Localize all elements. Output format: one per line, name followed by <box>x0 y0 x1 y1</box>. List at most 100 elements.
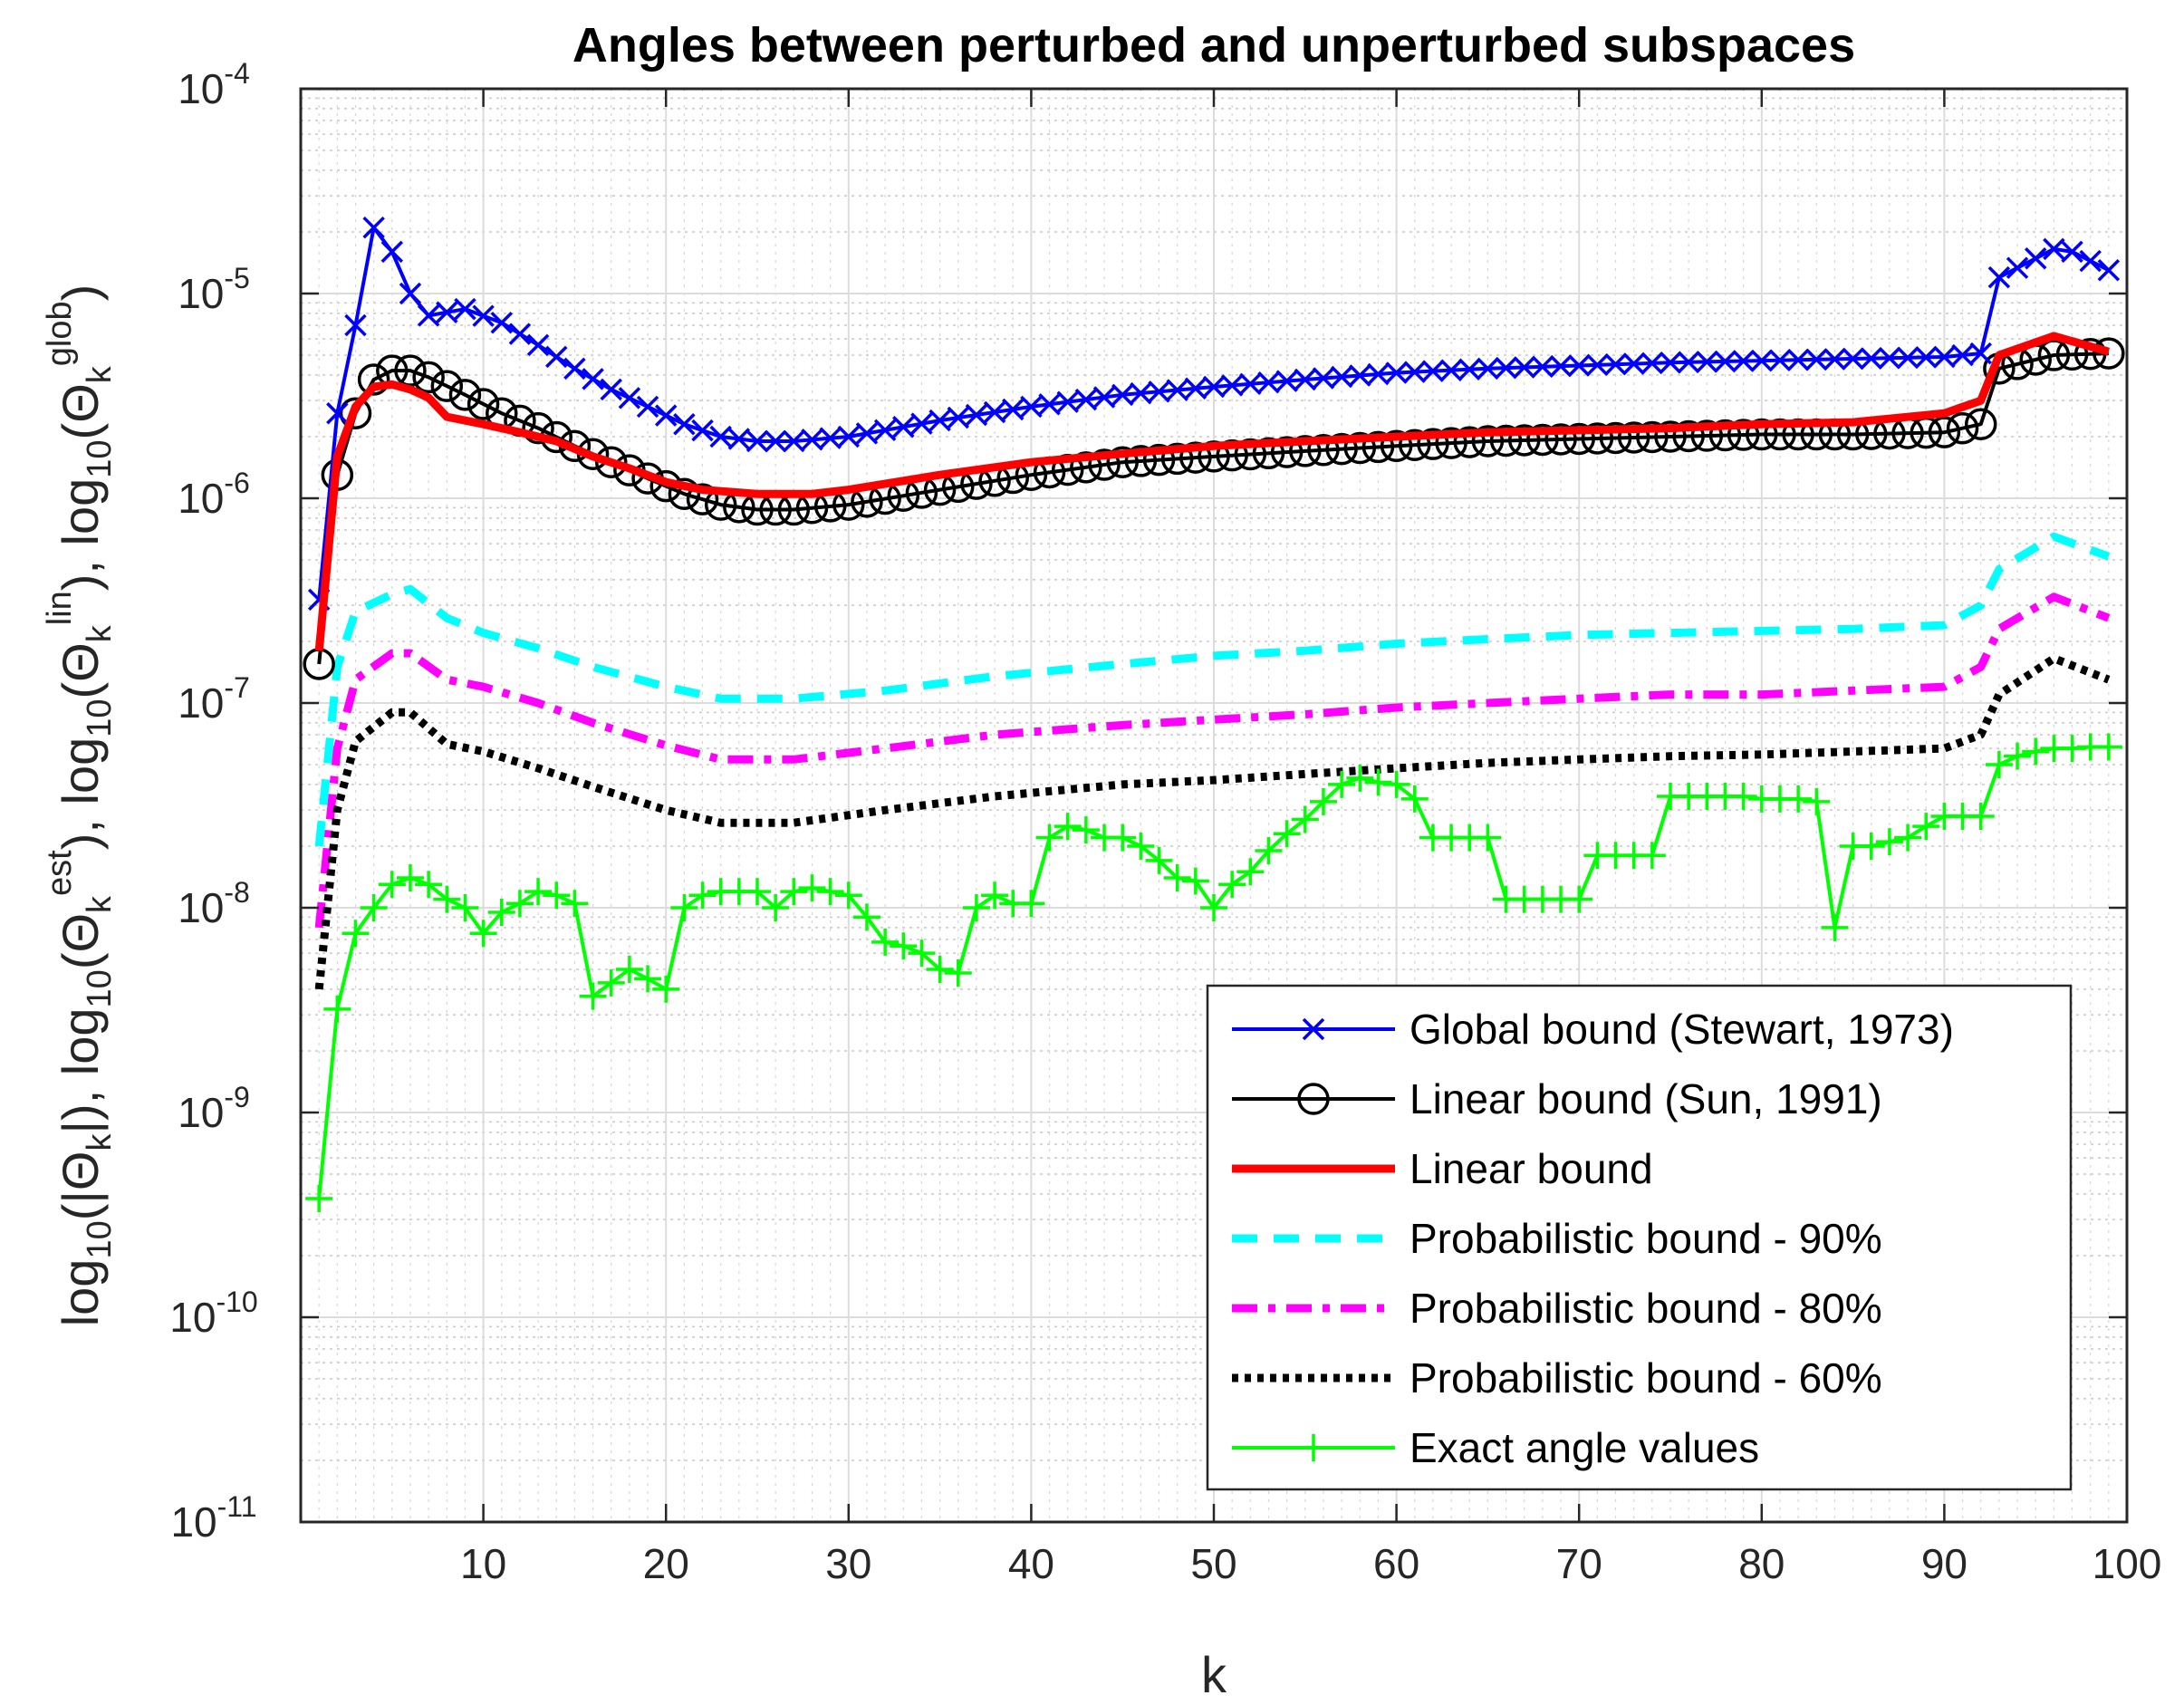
data-point <box>1696 351 1718 373</box>
data-point <box>487 899 515 927</box>
data-point <box>983 400 1006 424</box>
data-point <box>1495 356 1517 380</box>
y-tick-label: 10-4 <box>178 57 250 112</box>
series-line <box>317 352 2109 665</box>
data-point <box>362 216 385 239</box>
data-point <box>412 361 445 394</box>
series-line <box>314 332 2111 651</box>
data-point <box>890 932 918 960</box>
legend-entry: Global bound (Stewart, 1973) <box>1232 1006 1954 1053</box>
legend-label: Probabilistic bound - 60% <box>1409 1354 1882 1402</box>
data-point <box>615 956 643 984</box>
data-point <box>1729 783 1757 811</box>
data-point <box>1163 863 1191 891</box>
data-point <box>634 965 662 993</box>
data-point <box>563 357 586 380</box>
series-global-bound-stewart-1973- <box>307 216 2121 612</box>
chart-title: Angles between perturbed and unperturbed… <box>572 18 1855 72</box>
data-point <box>1586 353 1609 377</box>
data-point <box>1239 372 1262 396</box>
data-point <box>1035 824 1063 852</box>
series-linear-bound <box>314 332 2111 651</box>
data-point <box>1054 813 1082 841</box>
data-point <box>597 968 625 997</box>
data-point <box>1805 348 1828 371</box>
data-point <box>1732 350 1755 372</box>
data-point <box>1325 432 1358 466</box>
data-point <box>1786 349 1810 371</box>
data-point <box>1567 354 1591 377</box>
data-point <box>746 429 769 453</box>
data-point <box>448 379 482 411</box>
data-point <box>1252 437 1285 470</box>
data-point <box>1821 913 1849 941</box>
legend-label: Linear bound (Sun, 1991) <box>1409 1075 1882 1122</box>
y-tick-label: 10-10 <box>169 1286 257 1341</box>
legend-label: Linear bound <box>1409 1145 1653 1192</box>
data-point <box>1142 443 1176 477</box>
y-tick-label: 10-7 <box>178 671 250 727</box>
data-point <box>1220 374 1244 397</box>
data-point <box>1803 787 1831 815</box>
data-point <box>1946 411 1979 445</box>
data-point <box>524 878 553 906</box>
data-point <box>981 881 1009 910</box>
data-point <box>505 890 534 918</box>
legend-label: Probabilistic bound - 90% <box>1409 1215 1882 1262</box>
data-point <box>579 982 607 1010</box>
legend-marker <box>1302 1017 1325 1041</box>
data-point <box>1130 381 1152 405</box>
data-point <box>852 903 880 931</box>
data-point <box>1599 421 1632 455</box>
data-point <box>1216 438 1248 472</box>
data-point <box>965 403 988 427</box>
data-point <box>762 894 790 921</box>
data-point <box>1985 751 2013 779</box>
data-point <box>1270 436 1304 468</box>
data-point <box>396 863 424 891</box>
data-point <box>1896 346 1919 370</box>
data-point <box>2004 742 2032 770</box>
x-tick-label: 100 <box>2093 1540 2162 1587</box>
x-axis-label: k <box>1201 1646 1227 1703</box>
series-line <box>314 654 2111 990</box>
data-point <box>472 304 495 327</box>
data-point <box>430 370 464 402</box>
data-point <box>1933 345 1956 369</box>
data-point <box>600 378 622 401</box>
data-point <box>1421 360 1445 382</box>
data-point <box>892 415 915 438</box>
data-point <box>636 395 659 419</box>
data-point <box>1604 352 1627 376</box>
data-point <box>1750 349 1774 372</box>
y-axis-label: log10(|Θk|), log10(Θkest), log10(Θklin),… <box>41 284 119 1327</box>
data-point <box>339 397 372 429</box>
data-point <box>433 885 461 913</box>
data-point <box>1458 358 1481 381</box>
data-point <box>526 333 550 357</box>
data-point <box>2022 737 2050 766</box>
data-point <box>545 345 568 369</box>
data-point <box>378 871 406 899</box>
series-probabilistic-bound-80- <box>314 592 2111 929</box>
data-point <box>380 240 404 264</box>
data-point <box>1565 885 1593 913</box>
data-point <box>1234 438 1267 471</box>
legend-entry: Linear bound (Sun, 1991) <box>1232 1075 1882 1122</box>
data-point <box>1020 395 1043 419</box>
data-point <box>1915 346 1938 369</box>
data-point <box>1526 423 1559 457</box>
data-point <box>654 404 678 427</box>
data-point <box>1124 445 1158 477</box>
data-point <box>1507 424 1541 457</box>
data-point <box>1654 420 1687 453</box>
data-point <box>1038 393 1061 416</box>
series-linear-bound-sun-1991- <box>303 337 2125 680</box>
data-point <box>1330 365 1353 389</box>
y-tick-label: 10-9 <box>178 1081 250 1136</box>
data-point <box>1400 785 1429 813</box>
y-tick-labels: 10-4 10-5 10-6 10-7 10-8 10-9 10-10 10-11 <box>169 57 257 1546</box>
data-point <box>1474 824 1502 852</box>
x-tick-label: 70 <box>1556 1540 1602 1587</box>
data-point <box>1289 435 1322 467</box>
